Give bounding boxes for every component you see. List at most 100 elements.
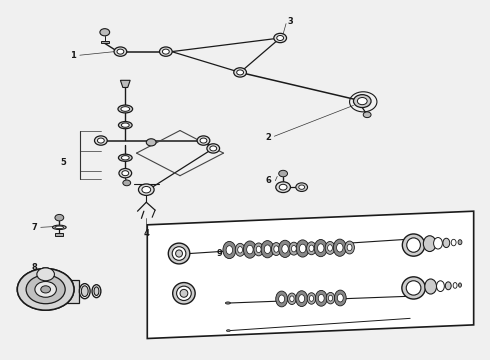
- Ellipse shape: [434, 238, 442, 249]
- Ellipse shape: [175, 250, 182, 257]
- Circle shape: [197, 136, 210, 145]
- Ellipse shape: [328, 295, 333, 301]
- Circle shape: [41, 271, 50, 278]
- Polygon shape: [101, 41, 109, 43]
- Circle shape: [147, 139, 156, 146]
- Circle shape: [114, 47, 127, 56]
- Ellipse shape: [328, 245, 332, 251]
- Circle shape: [35, 282, 56, 297]
- Ellipse shape: [94, 287, 99, 296]
- Text: 2: 2: [266, 133, 271, 142]
- Ellipse shape: [299, 295, 305, 302]
- Ellipse shape: [309, 245, 314, 252]
- Ellipse shape: [443, 238, 450, 248]
- Circle shape: [17, 269, 74, 310]
- Ellipse shape: [92, 285, 101, 298]
- Circle shape: [274, 33, 287, 42]
- Ellipse shape: [445, 282, 451, 290]
- Ellipse shape: [315, 291, 327, 306]
- Ellipse shape: [337, 294, 343, 302]
- Ellipse shape: [225, 302, 230, 304]
- Ellipse shape: [119, 154, 132, 161]
- Circle shape: [41, 286, 50, 293]
- Ellipse shape: [307, 242, 316, 255]
- Circle shape: [37, 268, 54, 281]
- Ellipse shape: [172, 247, 186, 260]
- Ellipse shape: [425, 279, 437, 294]
- Ellipse shape: [279, 295, 285, 303]
- Ellipse shape: [296, 291, 308, 306]
- Ellipse shape: [168, 243, 190, 264]
- Circle shape: [279, 184, 287, 190]
- Circle shape: [37, 268, 54, 281]
- Ellipse shape: [276, 291, 288, 307]
- Polygon shape: [121, 80, 130, 87]
- Circle shape: [210, 146, 217, 151]
- Circle shape: [237, 70, 244, 75]
- Text: 5: 5: [60, 158, 66, 167]
- Ellipse shape: [238, 247, 243, 253]
- Ellipse shape: [279, 240, 292, 257]
- Polygon shape: [147, 211, 474, 338]
- Ellipse shape: [52, 225, 66, 229]
- Ellipse shape: [223, 242, 236, 258]
- Circle shape: [234, 68, 246, 77]
- Ellipse shape: [246, 245, 253, 254]
- Circle shape: [357, 98, 367, 105]
- Circle shape: [95, 136, 107, 145]
- Ellipse shape: [122, 156, 129, 160]
- Ellipse shape: [451, 239, 456, 246]
- Text: 9: 9: [217, 249, 222, 258]
- Circle shape: [122, 171, 129, 176]
- Ellipse shape: [172, 283, 195, 304]
- Ellipse shape: [325, 242, 335, 255]
- Ellipse shape: [226, 246, 233, 254]
- Circle shape: [296, 183, 308, 192]
- Circle shape: [200, 138, 207, 143]
- Ellipse shape: [289, 242, 299, 255]
- Circle shape: [207, 144, 220, 153]
- Ellipse shape: [345, 241, 354, 254]
- Circle shape: [119, 168, 132, 178]
- Text: 7: 7: [31, 223, 37, 232]
- Ellipse shape: [121, 107, 130, 111]
- Text: 6: 6: [266, 176, 271, 185]
- Ellipse shape: [118, 105, 133, 113]
- Ellipse shape: [314, 239, 327, 257]
- Ellipse shape: [288, 293, 296, 305]
- Ellipse shape: [264, 245, 270, 253]
- Ellipse shape: [122, 123, 129, 127]
- Circle shape: [26, 275, 65, 304]
- Ellipse shape: [271, 243, 281, 256]
- Circle shape: [100, 29, 110, 36]
- Ellipse shape: [299, 244, 306, 253]
- Ellipse shape: [119, 122, 132, 129]
- Circle shape: [277, 36, 284, 41]
- Ellipse shape: [337, 243, 343, 252]
- Text: 1: 1: [70, 51, 76, 60]
- Ellipse shape: [226, 330, 230, 332]
- Ellipse shape: [326, 292, 335, 304]
- Ellipse shape: [79, 284, 90, 299]
- Text: 3: 3: [287, 17, 293, 26]
- Ellipse shape: [318, 294, 324, 302]
- Polygon shape: [55, 233, 63, 236]
- Circle shape: [41, 286, 50, 293]
- Ellipse shape: [296, 240, 309, 257]
- Circle shape: [98, 138, 104, 143]
- Ellipse shape: [292, 246, 296, 252]
- Ellipse shape: [347, 244, 352, 251]
- Ellipse shape: [180, 289, 188, 297]
- Circle shape: [353, 95, 371, 108]
- Ellipse shape: [334, 290, 346, 306]
- Circle shape: [162, 49, 169, 54]
- Ellipse shape: [307, 293, 316, 304]
- Circle shape: [363, 112, 371, 118]
- Circle shape: [299, 185, 305, 189]
- Ellipse shape: [244, 241, 256, 258]
- Ellipse shape: [282, 244, 288, 253]
- Ellipse shape: [458, 240, 462, 245]
- Ellipse shape: [256, 246, 261, 253]
- Ellipse shape: [55, 226, 64, 229]
- Ellipse shape: [407, 238, 420, 252]
